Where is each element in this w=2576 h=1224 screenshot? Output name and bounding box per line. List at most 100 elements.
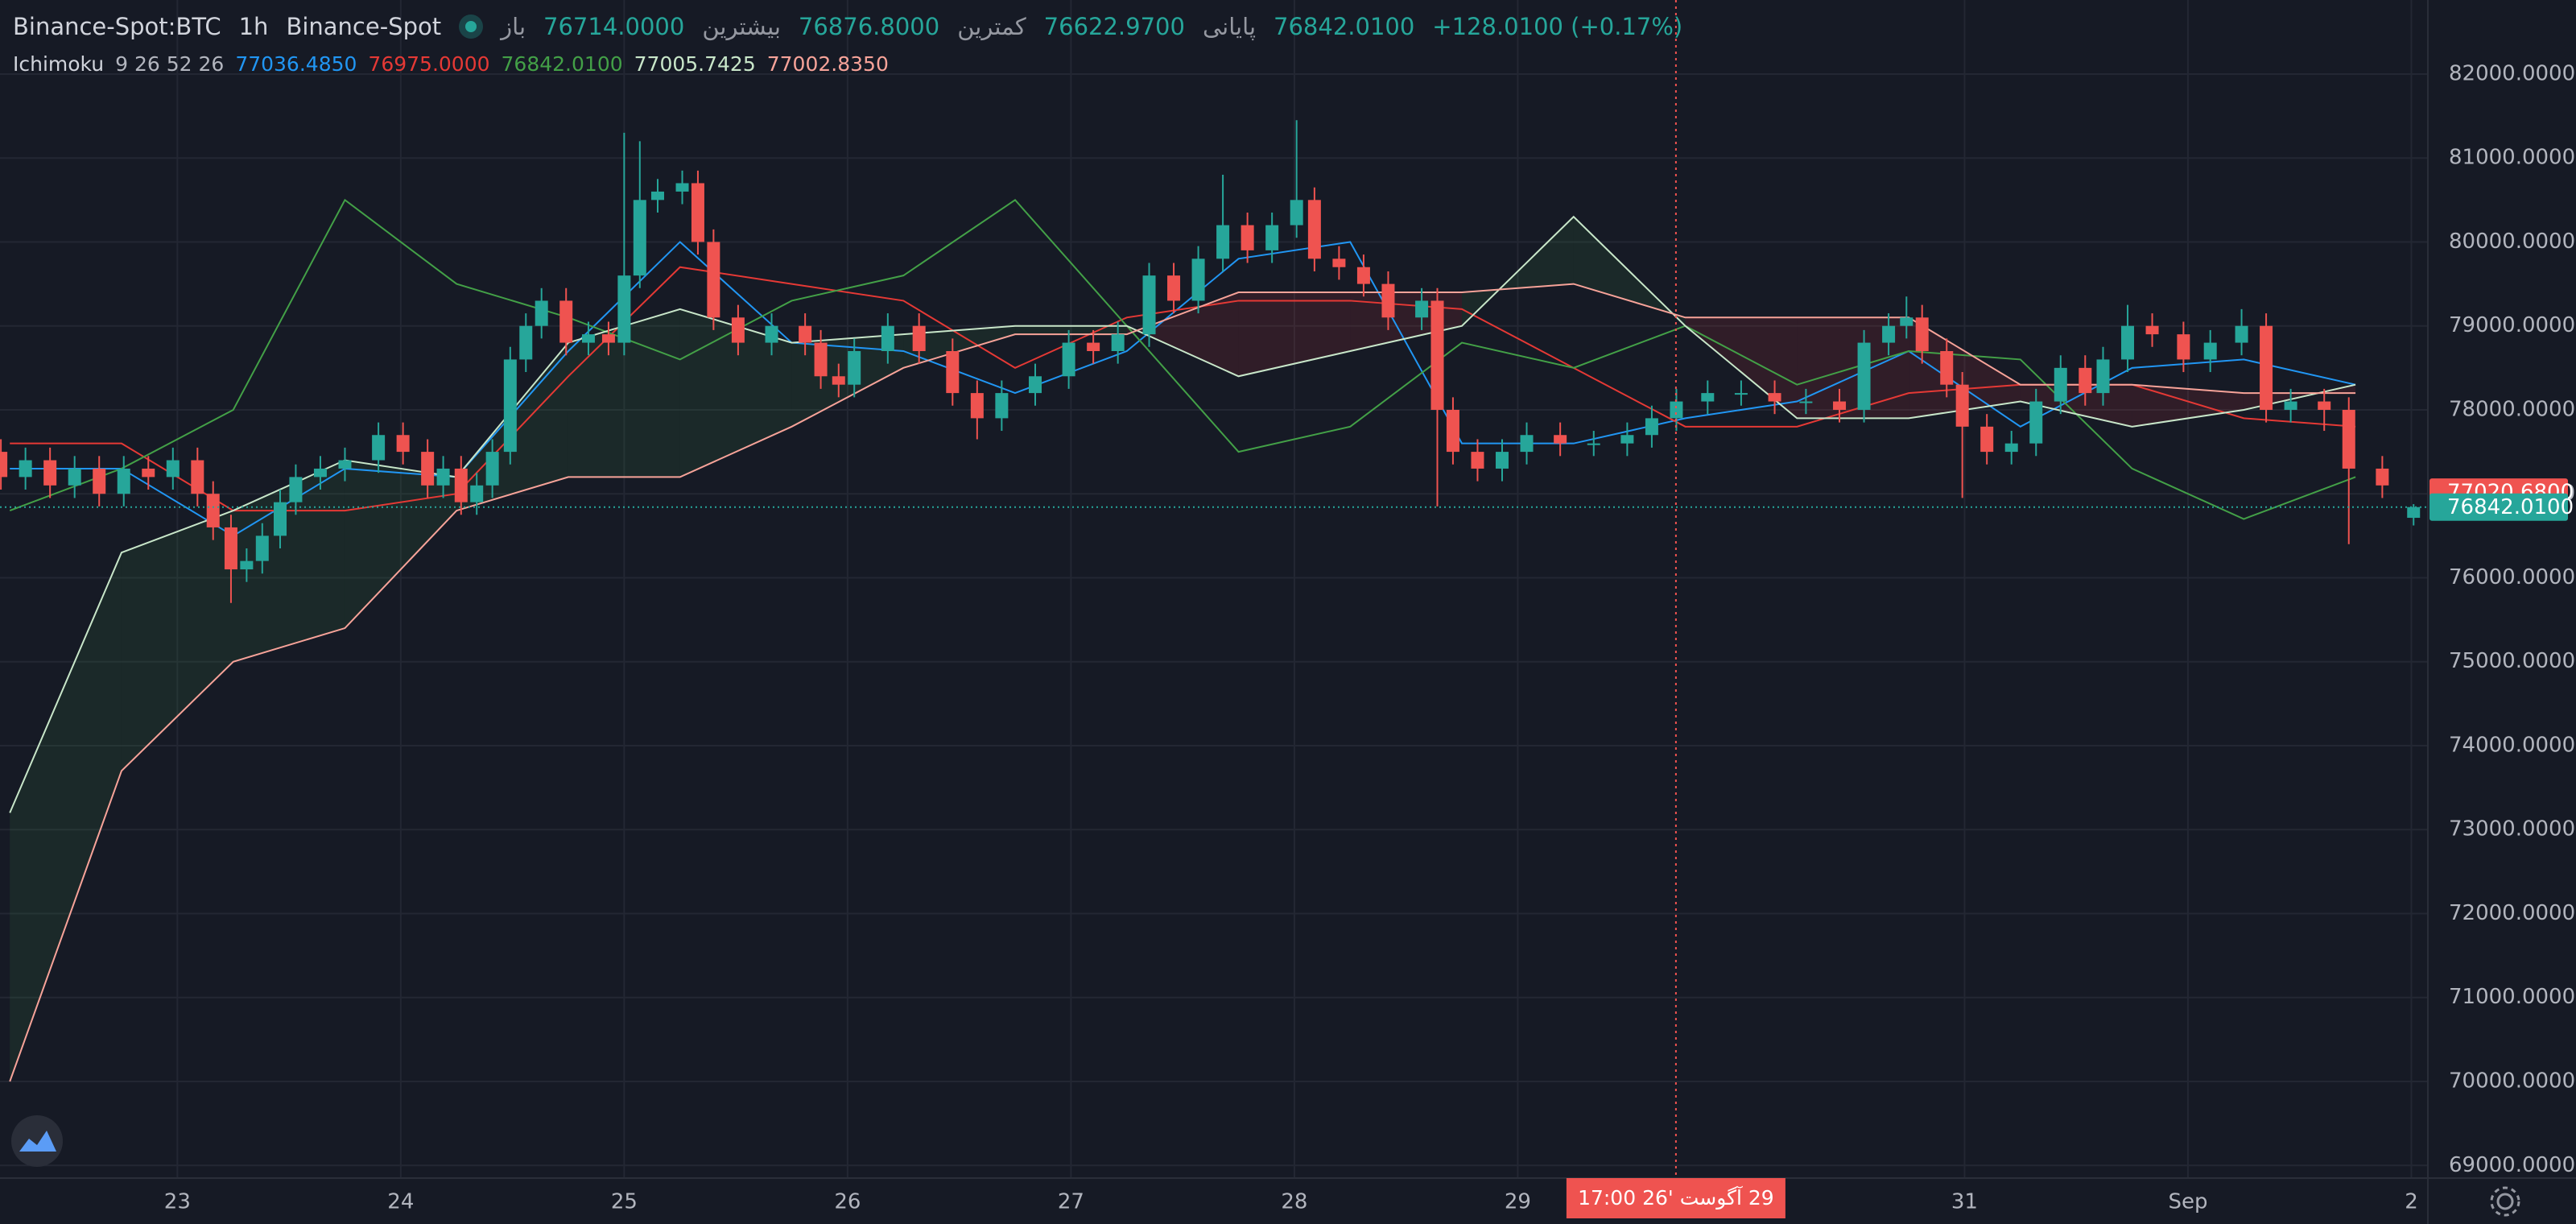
candle-body (396, 435, 410, 453)
cloud-segment (1126, 292, 1239, 377)
x-tick-label: 29 (1505, 1190, 1531, 1214)
candle-body (1430, 300, 1444, 410)
cloud-segment (568, 308, 680, 478)
crosshair-label: 29 آگوست '26 17:00 (1578, 1185, 1774, 1210)
candle-body (1857, 342, 1871, 410)
exchange: Binance-Spot (286, 13, 442, 40)
candle-body (2096, 359, 2110, 394)
x-tick-label: 27 (1058, 1190, 1084, 1214)
live-indicator (459, 14, 484, 39)
y-tick-label: 71000.0000 (2449, 985, 2575, 1009)
y-tick-label: 81000.0000 (2449, 146, 2575, 170)
y-tick-label: 80000.0000 (2449, 229, 2575, 254)
candle-body (581, 334, 595, 343)
candle-body (454, 468, 468, 502)
price-axis (2428, 0, 2576, 1224)
indicator-params: 9 26 52 26 (115, 52, 225, 76)
y-tick-label: 76000.0000 (2449, 565, 2575, 589)
cloud-segment (10, 552, 122, 1082)
close-value: 76842.0100 (1274, 13, 1415, 40)
candle-body (313, 468, 327, 478)
x-tick-label: 23 (164, 1190, 191, 1214)
candle-body (1701, 393, 1715, 402)
close-label: پایانی (1202, 13, 1257, 40)
candle-body (1833, 401, 1847, 410)
candle-body (2079, 367, 2092, 394)
candle-body (1290, 200, 1303, 225)
x-tick-label: 26 (834, 1190, 861, 1214)
candle-body (1191, 258, 1205, 301)
candle-body (814, 342, 828, 377)
cloud-segment (2020, 384, 2132, 427)
candle-body (485, 452, 499, 486)
cloud-segment (1909, 317, 2021, 419)
candle-body (19, 460, 32, 478)
crosshair-label-bg (1566, 1178, 1785, 1218)
high-value: 76876.8000 (798, 13, 940, 40)
candle-body (372, 435, 386, 461)
y-tick-label: 75000.0000 (2449, 649, 2575, 673)
candle-body (289, 477, 303, 502)
candle-body (970, 393, 984, 419)
time-axis (0, 1178, 2428, 1224)
cloud-segment (121, 511, 233, 771)
candle-body (274, 502, 287, 536)
candle-body (1734, 393, 1748, 395)
legend-value: 77005.7425 (634, 52, 756, 76)
candle-body (1799, 401, 1813, 403)
candle-body (117, 468, 130, 494)
change-value: +128.0100 (+0.17%) (1432, 13, 1683, 40)
candle-body (1216, 225, 1230, 259)
indicator-name[interactable]: Ichimoku (13, 52, 105, 76)
cloud-segment (345, 460, 457, 629)
candle-body (535, 300, 548, 326)
candle-body (2004, 443, 2018, 453)
y-tick-label: 73000.0000 (2449, 817, 2575, 842)
candle-body (93, 468, 106, 494)
candle-body (995, 393, 1009, 419)
open-label: باز (501, 13, 526, 40)
indicator-values: 77036.4850 76975.0000 76842.0100 77005.7425… (235, 52, 889, 76)
candle-body (1554, 435, 1567, 444)
candle-body (1670, 401, 1683, 419)
candle-body (2407, 507, 2421, 519)
candle-body (338, 460, 352, 469)
candle-body (2054, 367, 2067, 402)
x-tick-label: 25 (611, 1190, 638, 1214)
cloud-segment (903, 325, 1016, 368)
candle-body (1087, 342, 1100, 351)
candle-body (2177, 334, 2190, 360)
candle-body (1471, 452, 1484, 469)
symbol[interactable]: Binance-Spot:BTC (13, 13, 221, 40)
candle-body (2376, 468, 2389, 486)
candle-body (142, 468, 155, 478)
y-tick-label: 69000.0000 (2449, 1153, 2575, 1177)
low-label: کمترین (957, 13, 1026, 40)
candle-body (765, 325, 778, 343)
candle-body (43, 460, 57, 486)
price-badge (2429, 493, 2568, 521)
candle-body (1265, 225, 1279, 250)
candle-body (617, 275, 631, 343)
candle-body (1915, 317, 1929, 351)
candle-body (559, 300, 573, 343)
candle-body (1620, 435, 1634, 444)
legend-value: 77002.8350 (766, 52, 889, 76)
candle-body (436, 468, 450, 486)
candle-body (1955, 384, 1969, 427)
candle-body (1356, 267, 1370, 284)
candle-body (2121, 325, 2135, 360)
candle-body (946, 350, 960, 394)
legend-value: 77036.4850 (235, 52, 357, 76)
candle-body (1307, 200, 1321, 259)
candle-body (1520, 435, 1534, 453)
candle-body (1142, 275, 1156, 335)
candle-body (206, 494, 220, 527)
header-row: Binance-Spot:BTC 1h Binance-Spot باز 767… (13, 10, 1682, 43)
candle-body (470, 485, 484, 502)
candle-body (691, 183, 704, 242)
candle-body (1167, 275, 1181, 301)
candle-body (912, 325, 926, 351)
interval[interactable]: 1h (238, 13, 269, 40)
